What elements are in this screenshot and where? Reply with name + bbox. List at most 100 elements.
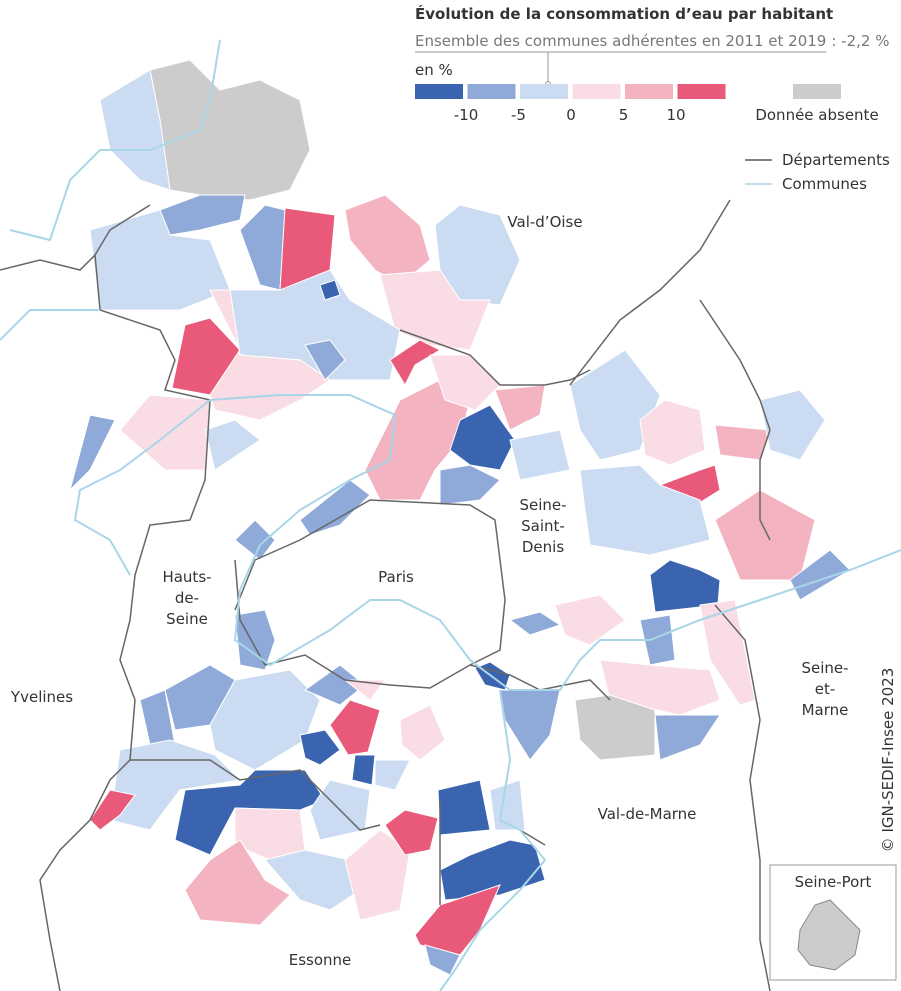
- commune: [714, 489, 816, 581]
- commune: [329, 699, 381, 756]
- legend-missing-swatch: [793, 84, 841, 99]
- legend-tick: 5: [619, 106, 629, 124]
- commune: [759, 389, 826, 461]
- commune: [569, 349, 661, 461]
- commune: [654, 714, 721, 761]
- place-label: et-: [815, 680, 836, 698]
- place-label: Val-de-Marne: [598, 805, 697, 823]
- commune: [319, 279, 341, 301]
- commune: [508, 611, 562, 636]
- commune: [209, 669, 321, 771]
- river: [73, 399, 547, 991]
- legend-line-label: Départements: [782, 151, 890, 169]
- commune: [351, 754, 376, 786]
- legend-unit: en %: [415, 61, 453, 79]
- departement-border: [0, 204, 151, 271]
- place-label: Seine-: [801, 659, 848, 677]
- commune: [234, 519, 276, 561]
- departement-border: [234, 499, 506, 666]
- place-label: Hauts-: [162, 568, 211, 586]
- place-label: Seine-: [519, 496, 566, 514]
- commune: [234, 609, 276, 671]
- commune: [554, 594, 626, 646]
- place-label: Essonne: [289, 951, 352, 969]
- commune: [494, 384, 546, 431]
- departement-borders: [0, 199, 771, 991]
- commune: [209, 289, 331, 421]
- commune: [89, 789, 136, 831]
- commune: [639, 399, 706, 466]
- commune: [379, 269, 491, 351]
- legend-tick: 10: [666, 106, 685, 124]
- departement-border: [569, 199, 771, 541]
- place-label: Val-d’Oise: [507, 213, 582, 231]
- commune: [429, 354, 501, 411]
- commune: [384, 809, 439, 856]
- place-label: Paris: [378, 568, 414, 586]
- commune: [389, 339, 442, 387]
- communes: [69, 59, 851, 976]
- commune: [699, 599, 756, 706]
- legend-swatch: [520, 84, 568, 99]
- departement-border: [130, 759, 546, 905]
- place-label: Saint-: [521, 517, 565, 535]
- subtitle: Ensemble des communes adhérentes en 2011…: [415, 32, 826, 50]
- commune: [437, 779, 491, 836]
- legend-tick: 0: [566, 106, 576, 124]
- legend-line-label: Communes: [782, 175, 867, 193]
- legend-tick: -5: [511, 106, 526, 124]
- commune: [299, 729, 341, 766]
- inset-label: Seine-Port: [795, 873, 872, 891]
- commune: [343, 679, 386, 701]
- commune: [449, 404, 516, 471]
- place-labels: Val-d’Oise Seine- Saint- Denis Paris Hauts-de…: [10, 213, 849, 969]
- commune: [579, 464, 711, 556]
- commune: [439, 464, 501, 506]
- title: Évolution de la consommation d’eau par h…: [415, 4, 833, 23]
- commune: [424, 944, 461, 976]
- commune: [649, 559, 721, 613]
- commune: [374, 759, 411, 791]
- commune: [344, 829, 411, 921]
- commune: [159, 194, 246, 236]
- commune: [109, 739, 242, 831]
- credit: © IGN-SEDIF-Insee 2023: [879, 668, 897, 853]
- commune: [69, 414, 116, 492]
- commune: [89, 209, 231, 311]
- legend-missing-label: Donnée absente: [755, 106, 878, 124]
- commune: [399, 704, 446, 761]
- inset-commune: [797, 899, 861, 971]
- place-label: de-: [175, 589, 199, 607]
- inset: Seine-Port: [769, 864, 897, 981]
- commune: [489, 779, 526, 831]
- legend: Évolution de la consommation d’eau par h…: [415, 4, 890, 193]
- commune: [439, 839, 546, 901]
- place-label: Seine: [166, 610, 208, 628]
- river: [9, 39, 221, 242]
- commune: [204, 419, 261, 471]
- commune: [184, 839, 291, 926]
- river: [0, 309, 901, 691]
- commune: [509, 429, 571, 481]
- rivers: [0, 39, 901, 991]
- place-label: Denis: [522, 538, 564, 556]
- legend-swatch: [415, 84, 463, 99]
- commune: [304, 339, 346, 381]
- place-label: Marne: [802, 701, 849, 719]
- place-label: Yvelines: [10, 688, 73, 706]
- departement-border: [714, 604, 771, 991]
- legend-swatch: [572, 84, 621, 99]
- legend-swatch: [677, 84, 726, 99]
- commune: [639, 614, 676, 666]
- departement-border: [399, 329, 591, 386]
- legend-swatch: [467, 84, 516, 99]
- commune: [174, 769, 326, 856]
- commune: [299, 479, 371, 536]
- commune: [239, 204, 286, 291]
- legend-swatch: [625, 84, 673, 99]
- subtitle-value: : -2,2 %: [831, 32, 889, 50]
- departement-border: [39, 254, 211, 991]
- legend-tick: -10: [454, 106, 479, 124]
